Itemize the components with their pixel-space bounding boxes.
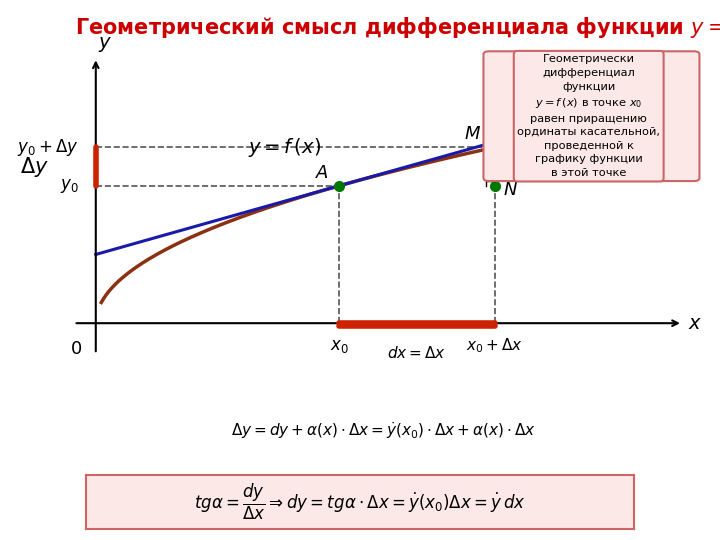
Text: $dx=\Delta x$: $dx=\Delta x$	[387, 345, 446, 361]
Text: $x$: $x$	[688, 314, 703, 333]
Text: Геометрический смысл дифференциала функции $y = f\,(x)$: Геометрический смысл дифференциала функц…	[76, 15, 720, 40]
Text: $d\,y$: $d\,y$	[515, 152, 544, 176]
Text: Геометрически
дифференциал
функции
$y=f\,(x)$ в точке $x_0$
равен приращению
орд: Геометрически дифференциал функции $y=f\…	[517, 55, 660, 178]
Text: $tg\alpha = \dfrac{dy}{\Delta x}\Rightarrow dy = tg\alpha\cdot\Delta x = \dot{y}: $tg\alpha = \dfrac{dy}{\Delta x}\Rightar…	[194, 482, 526, 522]
Text: $y_0+\Delta y$: $y_0+\Delta y$	[17, 137, 79, 158]
Text: $y_0$: $y_0$	[60, 177, 79, 195]
Text: $\Delta y$: $\Delta y$	[20, 154, 49, 179]
Text: $A$: $A$	[315, 164, 329, 183]
Text: $\Delta y = dy + \alpha(x)\cdot\Delta x = \dot{y}(x_0)\cdot\Delta x + \alpha(x)\: $\Delta y = dy + \alpha(x)\cdot\Delta x …	[231, 420, 536, 441]
Text: $y = f\,(x)$: $y = f\,(x)$	[248, 136, 320, 159]
FancyBboxPatch shape	[483, 51, 699, 181]
Text: $N$: $N$	[503, 181, 518, 199]
Text: $B$: $B$	[503, 127, 517, 145]
Text: $x_0$: $x_0$	[330, 337, 349, 355]
Text: $y$: $y$	[97, 36, 112, 55]
Text: $M$: $M$	[464, 125, 480, 143]
Text: $x_0+\Delta x$: $x_0+\Delta x$	[466, 337, 523, 355]
Text: $0$: $0$	[70, 340, 82, 358]
